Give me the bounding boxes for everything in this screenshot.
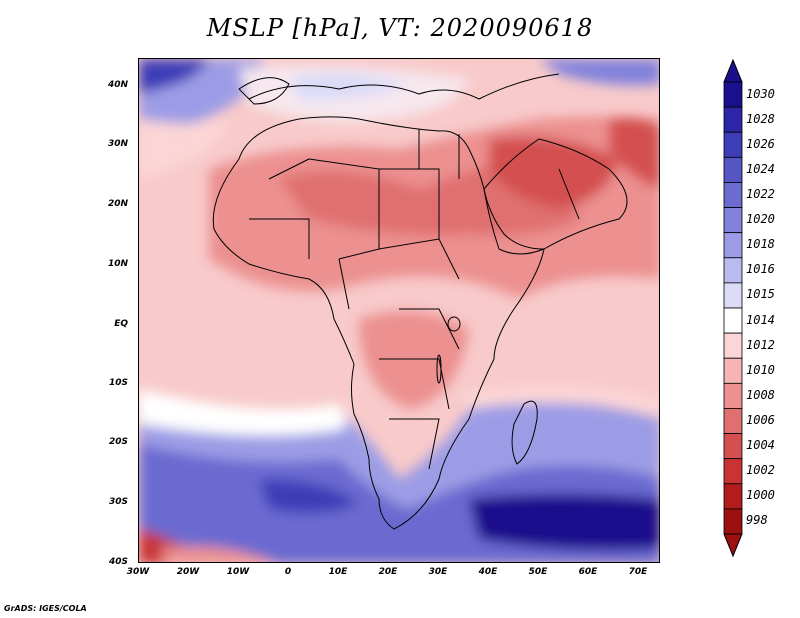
colorbar-cell [723, 257, 743, 284]
colorbar-cell [723, 508, 743, 535]
lat-label-40s: 40S [108, 557, 128, 567]
mslp-field [139, 59, 659, 562]
colorbar-bottom-arrow [723, 533, 743, 558]
lat-label-20s: 20S [108, 437, 128, 447]
colorbar-cell [723, 408, 743, 434]
colorbar-cell [723, 232, 743, 259]
lat-label-30s: 30S [108, 497, 128, 507]
colorbar-cell [723, 357, 743, 384]
colorbar-label: 1014 [746, 312, 775, 327]
colorbar-cells [723, 81, 743, 535]
colorbar-label: 1012 [746, 337, 775, 352]
colorbar-label: 1006 [746, 413, 775, 427]
colorbar-label: 1020 [746, 212, 775, 227]
colorbar-cell [723, 182, 743, 208]
lon-label-70e: 70E [628, 567, 648, 577]
colorbar-cell [723, 382, 743, 409]
lat-label-10s: 10S [108, 378, 128, 388]
colorbar-label: 1002 [746, 463, 775, 478]
lat-label-20n: 20N [107, 199, 128, 209]
lon-label-60e: 60E [578, 567, 598, 577]
lat-label-10n: 10N [107, 259, 128, 269]
colorbar-cell [723, 131, 743, 158]
colorbar-label: 1026 [746, 136, 775, 151]
lon-label-30w: 30W [126, 567, 150, 577]
colorbar-cell [723, 207, 743, 234]
chart-title: MSLP [hPa], VT: 2020090618 [206, 14, 594, 42]
lon-label-20e: 20E [378, 567, 398, 577]
colorbar-label: 1028 [746, 111, 775, 126]
colorbar-label: 1015 [746, 287, 775, 302]
lon-label-10w: 10W [226, 567, 250, 577]
colorbar [723, 58, 743, 558]
colorbar-label: 1018 [746, 237, 775, 252]
pressure-shading [139, 59, 659, 562]
colorbar-cell [723, 81, 743, 108]
colorbar-top-arrow [723, 58, 743, 83]
lon-label-20w: 20W [176, 567, 200, 577]
colorbar-cell [723, 458, 743, 485]
colorbar-cell [723, 332, 743, 359]
colorbar-label: 1008 [746, 387, 775, 402]
colorbar-cell [723, 433, 743, 460]
lon-label-0: 0 [284, 567, 292, 577]
colorbar-label: 1016 [746, 262, 775, 277]
lon-label-10e: 10E [328, 567, 348, 577]
footer-credit: GrADS: IGES/COLA [4, 604, 87, 613]
colorbar-label: 1004 [746, 438, 775, 453]
lat-label-40n: 40N [107, 80, 128, 90]
lon-label-40e: 40E [478, 567, 498, 577]
lat-label-30n: 30N [107, 139, 128, 149]
colorbar-cell [723, 307, 743, 334]
pressure-map [138, 58, 660, 563]
colorbar-cell [723, 106, 743, 133]
colorbar-label: 1010 [746, 362, 775, 377]
colorbar-cell [723, 483, 743, 510]
colorbar-label: 1022 [746, 187, 775, 201]
lat-label-eq: EQ [114, 319, 128, 329]
colorbar-label: 1024 [746, 161, 775, 176]
lon-label-50e: 50E [528, 567, 548, 577]
colorbar-label: 998 [746, 513, 768, 528]
colorbar-cell [723, 156, 743, 183]
lon-label-30e: 30E [428, 567, 448, 577]
colorbar-label: 1030 [746, 86, 775, 101]
colorbar-label: 1000 [746, 488, 775, 503]
coastlines [212, 73, 628, 530]
colorbar-cell [723, 282, 743, 309]
